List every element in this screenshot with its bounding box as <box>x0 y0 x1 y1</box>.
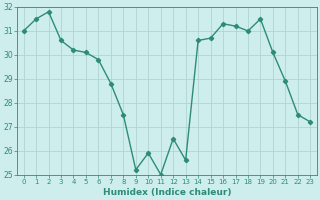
X-axis label: Humidex (Indice chaleur): Humidex (Indice chaleur) <box>103 188 231 197</box>
